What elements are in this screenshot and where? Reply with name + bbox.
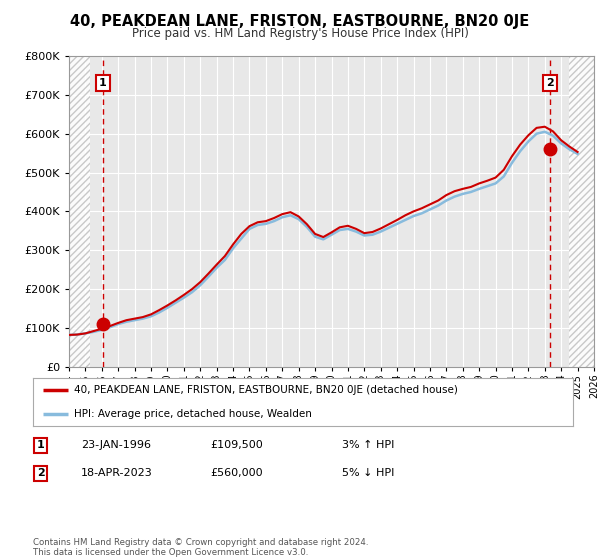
Text: 1: 1 bbox=[99, 78, 107, 88]
Text: 2: 2 bbox=[37, 468, 44, 478]
Text: 23-JAN-1996: 23-JAN-1996 bbox=[81, 440, 151, 450]
Bar bbox=[569, 56, 594, 367]
Text: Contains HM Land Registry data © Crown copyright and database right 2024.
This d: Contains HM Land Registry data © Crown c… bbox=[33, 538, 368, 557]
Text: HPI: Average price, detached house, Wealden: HPI: Average price, detached house, Weal… bbox=[74, 409, 311, 419]
Text: 2: 2 bbox=[546, 78, 554, 88]
Text: 1: 1 bbox=[37, 440, 44, 450]
Text: £560,000: £560,000 bbox=[210, 468, 263, 478]
Text: 40, PEAKDEAN LANE, FRISTON, EASTBOURNE, BN20 0JE: 40, PEAKDEAN LANE, FRISTON, EASTBOURNE, … bbox=[70, 14, 530, 29]
Bar bbox=[69, 56, 91, 367]
Text: 18-APR-2023: 18-APR-2023 bbox=[81, 468, 153, 478]
Text: 3% ↑ HPI: 3% ↑ HPI bbox=[342, 440, 394, 450]
Text: 40, PEAKDEAN LANE, FRISTON, EASTBOURNE, BN20 0JE (detached house): 40, PEAKDEAN LANE, FRISTON, EASTBOURNE, … bbox=[74, 385, 457, 395]
Text: 5% ↓ HPI: 5% ↓ HPI bbox=[342, 468, 394, 478]
Text: Price paid vs. HM Land Registry's House Price Index (HPI): Price paid vs. HM Land Registry's House … bbox=[131, 27, 469, 40]
Text: £109,500: £109,500 bbox=[210, 440, 263, 450]
